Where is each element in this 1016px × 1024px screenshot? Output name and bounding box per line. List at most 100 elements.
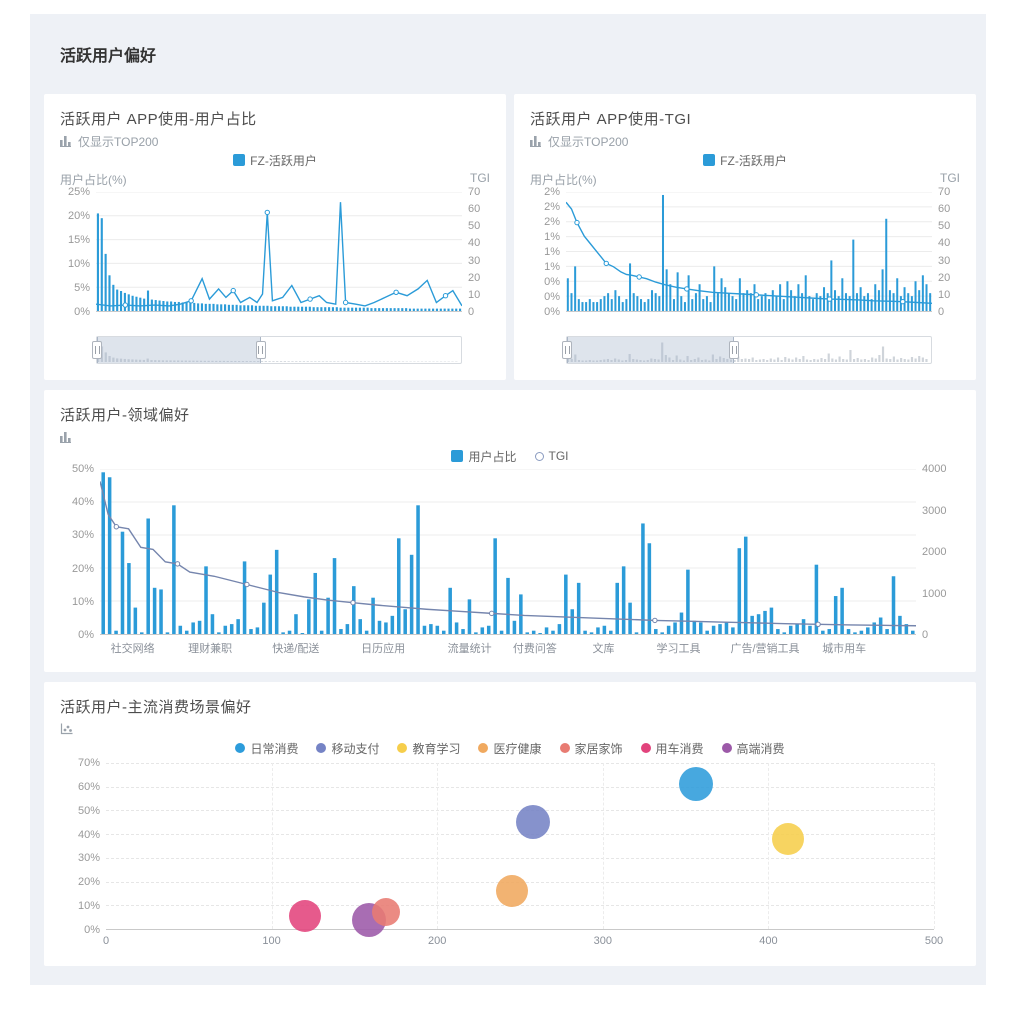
bubble-用车消费[interactable] <box>288 899 321 932</box>
legend-item[interactable]: 教育学习 <box>397 740 460 757</box>
axis-tick-label: 1% <box>544 231 560 243</box>
data-zoom-handle-left[interactable] <box>562 341 572 359</box>
bar-chart-icon <box>530 136 541 147</box>
axis-tick-label: 70 <box>468 186 481 198</box>
y-left-axis-name: 用户占比(%) <box>530 173 597 187</box>
axis-tick-label: 30% <box>77 852 100 865</box>
legend-label: FZ-活跃用户 <box>250 153 317 168</box>
axis-tick-label: 50 <box>938 220 951 233</box>
gridline <box>106 786 934 788</box>
axis-tick-label: 20% <box>67 210 90 222</box>
bubble-移动支付[interactable] <box>516 805 551 840</box>
legend-dot-icon <box>478 743 489 753</box>
axis-tick-label: 40% <box>77 828 100 841</box>
bubble-日常消费[interactable] <box>678 767 713 802</box>
axis-tick-label: 1% <box>544 261 560 273</box>
axis-tick-label: 10 <box>938 288 951 301</box>
legend-label: 日常消费 <box>250 741 299 756</box>
bar-line-plot[interactable] <box>566 192 932 312</box>
scatter-chart-icon <box>60 723 73 735</box>
legend-item-fz-active-users[interactable]: FZ-活跃用户 <box>703 152 787 169</box>
axis-tick-label: 4000 <box>922 463 947 475</box>
x-tick-label: 0 <box>102 935 110 947</box>
axis-tick-label: 20% <box>77 876 100 889</box>
legend-item[interactable]: TGI <box>534 449 569 463</box>
axis-tick-label: 10% <box>77 900 100 913</box>
axis-tick-label: 50% <box>77 804 100 817</box>
bar-chart-icon <box>60 432 71 443</box>
legend-item[interactable]: 家居家饰 <box>559 740 623 757</box>
scatter-plot[interactable] <box>106 763 935 937</box>
x-category-label: 文库 <box>592 643 615 655</box>
legend-label: FZ-活跃用户 <box>720 153 787 168</box>
axis-tick-label: 1000 <box>922 587 947 600</box>
gridline <box>106 763 934 764</box>
y-axis-right: 4000 3000 2000 1000 0 <box>916 463 960 641</box>
legend-dot-icon <box>235 743 246 753</box>
chart-title: 活跃用户-领域偏好 <box>60 407 190 424</box>
axis-tick-label: 2% <box>544 201 560 213</box>
legend-square-icon <box>703 154 716 166</box>
axis-tick-label: 20 <box>938 271 951 284</box>
axis-tick-label: 30 <box>468 254 481 267</box>
axis-tick-label: 0% <box>78 629 94 641</box>
data-zoom-slider[interactable] <box>92 336 462 364</box>
x-tick-label: 200 <box>428 935 447 947</box>
data-zoom-selected-range[interactable] <box>97 337 261 363</box>
gridline <box>271 763 273 929</box>
bubble-家居家饰[interactable] <box>371 898 400 927</box>
legend-circle-icon <box>534 451 544 461</box>
x-axis-category-labels: 社交网络 理财兼职 快递/配送 日历应用 流量统计 付费问答 文库 学习工具 广告/营销工具 城市… <box>100 640 916 658</box>
legend-label: 用车消费 <box>655 741 704 756</box>
axis-tick-label: 60% <box>77 780 100 793</box>
x-category-label: 快递/配送 <box>272 643 320 655</box>
axis-tick-label: 70% <box>77 757 100 769</box>
axis-tick-label: 70 <box>938 186 951 198</box>
legend-dot-icon <box>721 743 732 753</box>
bar-line-plot[interactable] <box>96 192 462 312</box>
x-category-label: 日历应用 <box>361 643 406 655</box>
axis-tick-label: 15% <box>67 234 90 246</box>
chart-subtitle: 仅显示TOP200 <box>548 134 629 149</box>
data-zoom-selected-range[interactable] <box>567 337 735 363</box>
gridline <box>934 763 935 929</box>
legend-item[interactable]: 用车消费 <box>640 740 704 757</box>
data-zoom-handle-right[interactable] <box>255 341 266 359</box>
chart-legend: 日常消费 移动支付 教育学习 医疗健康 家居家饰 用车消费 高端消费 <box>60 739 960 757</box>
axis-tick-label: 60 <box>468 203 481 216</box>
card-consumption-preference: 活跃用户-主流消费场景偏好 日常消费 移动支付 教育学习 医疗健康 家居家饰 用车消费 高端… <box>44 682 976 966</box>
bubble-教育学习[interactable] <box>772 822 805 855</box>
chart-title: 活跃用户 APP使用-TGI <box>530 111 692 128</box>
axis-tick-label: 0% <box>544 291 560 303</box>
data-zoom-slider[interactable] <box>562 336 932 364</box>
axis-tick-label: 30% <box>71 529 94 542</box>
axis-tick-label: 60 <box>938 203 951 216</box>
legend-item[interactable]: 日常消费 <box>235 740 298 757</box>
data-zoom-handle-right[interactable] <box>729 341 740 359</box>
axis-tick-label: 30 <box>938 254 951 267</box>
legend-item[interactable]: 医疗健康 <box>478 740 542 757</box>
bar-chart-icon <box>60 136 71 147</box>
legend-item[interactable]: 移动支付 <box>316 740 379 757</box>
gridline <box>106 834 934 836</box>
axis-tick-label: 2% <box>544 216 560 228</box>
axis-tick-label: 10 <box>468 288 481 301</box>
chart-title: 活跃用户-主流消费场景偏好 <box>60 699 252 716</box>
x-category-label: 付费问答 <box>512 643 557 655</box>
card-app-usage-ratio: 活跃用户 APP使用-用户占比 仅显示TOP200 FZ-活跃用户 用户占比(%… <box>44 94 506 380</box>
axis-tick-label: 3000 <box>922 504 947 517</box>
legend-item[interactable]: 用户占比 <box>451 448 517 465</box>
y-axis-right: 70 60 50 40 30 20 10 0 <box>932 186 960 318</box>
legend-dot-icon <box>640 743 651 753</box>
axis-tick-label: 0% <box>74 306 90 318</box>
axis-tick-label: 1% <box>544 246 560 258</box>
legend-item[interactable]: 高端消费 <box>721 740 785 757</box>
legend-item-fz-active-users[interactable]: FZ-活跃用户 <box>233 152 317 169</box>
data-zoom-handle-left[interactable] <box>92 341 102 359</box>
axis-tick-label: 2000 <box>922 546 947 558</box>
bar-line-plot[interactable] <box>100 469 916 635</box>
axis-tick-label: 2% <box>544 186 560 198</box>
axis-tick-label: 0% <box>544 306 560 318</box>
bubble-医疗健康[interactable] <box>495 875 528 908</box>
